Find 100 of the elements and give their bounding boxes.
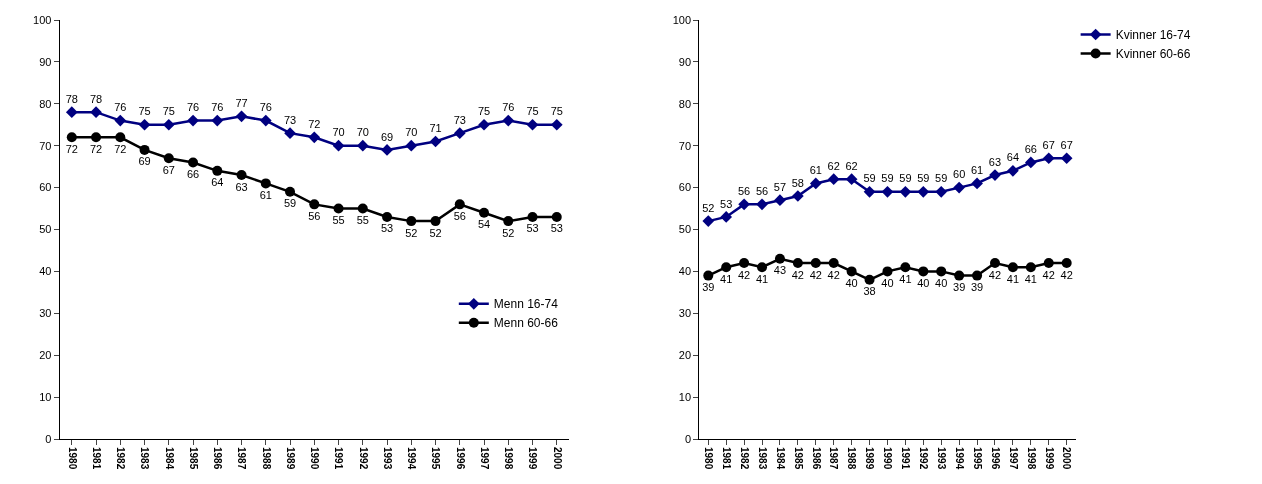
- point: [935, 185, 948, 198]
- x-tick-label: 1997: [1007, 447, 1019, 470]
- data-label: 42: [737, 268, 751, 281]
- point: [989, 258, 1000, 269]
- legend-label: Menn 60-66: [493, 316, 559, 331]
- data-label: 56: [755, 184, 769, 197]
- data-label: 39: [702, 281, 715, 294]
- data-label: 61: [970, 164, 984, 177]
- data-label: 42: [827, 268, 840, 281]
- y-tick-label: 20: [678, 349, 692, 362]
- point: [260, 178, 271, 189]
- point: [1061, 258, 1072, 269]
- point: [953, 181, 965, 194]
- point: [502, 114, 515, 127]
- data-label: 42: [791, 268, 804, 281]
- point: [828, 258, 839, 269]
- x-tick-label: 1981: [90, 447, 102, 470]
- x-tick-label: 1987: [828, 447, 840, 470]
- x-tick-label: 1988: [846, 447, 858, 470]
- point: [405, 139, 418, 152]
- x-tick-label: 1995: [430, 447, 442, 470]
- data-label: 41: [899, 272, 912, 285]
- point: [115, 132, 126, 143]
- data-label: 40: [935, 276, 948, 289]
- data-label: 55: [356, 214, 369, 227]
- point: [971, 177, 983, 190]
- data-label: 62: [845, 159, 858, 172]
- data-label: 42: [1060, 268, 1073, 281]
- x-tick-label: 1992: [918, 447, 930, 470]
- x-tick-label: 1994: [406, 447, 418, 470]
- data-label: 67: [1042, 138, 1055, 151]
- x-tick-label: 1997: [478, 447, 490, 470]
- point: [138, 118, 151, 131]
- data-label: 59: [283, 197, 297, 210]
- point: [756, 198, 768, 211]
- point: [309, 199, 320, 210]
- data-label: 55: [332, 214, 345, 227]
- point: [139, 144, 150, 155]
- point: [91, 132, 102, 143]
- point: [810, 258, 821, 269]
- data-label: 53: [526, 222, 539, 235]
- point: [65, 106, 78, 119]
- point: [66, 132, 77, 143]
- point: [551, 211, 562, 222]
- point: [526, 118, 539, 131]
- point: [774, 253, 785, 264]
- point: [284, 127, 296, 139]
- point: [918, 266, 929, 277]
- point: [235, 110, 248, 123]
- x-tick-label: 1983: [756, 447, 768, 470]
- data-label: 57: [773, 180, 787, 193]
- x-tick-label: 1987: [236, 447, 248, 470]
- point: [720, 211, 733, 223]
- x-tick-label: 1985: [792, 447, 804, 470]
- point: [285, 186, 296, 197]
- point: [1042, 152, 1055, 165]
- y-tick-label: 0: [45, 432, 52, 445]
- y-tick-label: 60: [39, 181, 52, 194]
- data-label: 72: [114, 142, 127, 155]
- x-tick-label: 1984: [163, 447, 175, 470]
- data-label: 58: [791, 176, 804, 189]
- point: [846, 266, 857, 277]
- y-tick-label: 80: [678, 97, 692, 110]
- data-label: 42: [988, 268, 1002, 281]
- point: [454, 199, 465, 210]
- point: [827, 173, 840, 186]
- data-label: 41: [755, 272, 769, 285]
- data-label: 53: [380, 222, 394, 235]
- point: [863, 185, 876, 198]
- data-label: 41: [1006, 272, 1020, 285]
- y-tick-label: 60: [678, 181, 692, 194]
- y-tick-label: 80: [39, 97, 52, 110]
- x-tick-label: 1998: [1025, 447, 1037, 470]
- point: [382, 211, 393, 222]
- data-label: 40: [917, 276, 930, 289]
- data-label: 66: [186, 167, 200, 180]
- x-tick-label: 2000: [1061, 447, 1073, 470]
- x-tick-label: 1994: [953, 447, 965, 470]
- data-label: 56: [453, 209, 466, 222]
- point: [357, 203, 368, 214]
- point: [1043, 258, 1054, 269]
- x-tick-label: 1980: [703, 447, 715, 470]
- x-tick-label: 1982: [115, 447, 127, 470]
- data-label: 76: [502, 101, 515, 114]
- point: [738, 198, 750, 211]
- data-label: 59: [881, 172, 894, 185]
- point: [187, 114, 199, 127]
- point: [114, 114, 127, 127]
- data-label: 53: [550, 222, 563, 235]
- point: [259, 114, 272, 127]
- point: [356, 139, 369, 152]
- y-tick-label: 50: [678, 223, 692, 236]
- data-label: 39: [953, 281, 966, 294]
- point: [333, 203, 344, 214]
- data-label: 54: [477, 218, 491, 231]
- data-label: 42: [1042, 268, 1055, 281]
- point: [308, 131, 321, 144]
- point: [211, 114, 224, 127]
- x-tick-label: 1995: [971, 447, 983, 470]
- data-label: 76: [259, 101, 272, 114]
